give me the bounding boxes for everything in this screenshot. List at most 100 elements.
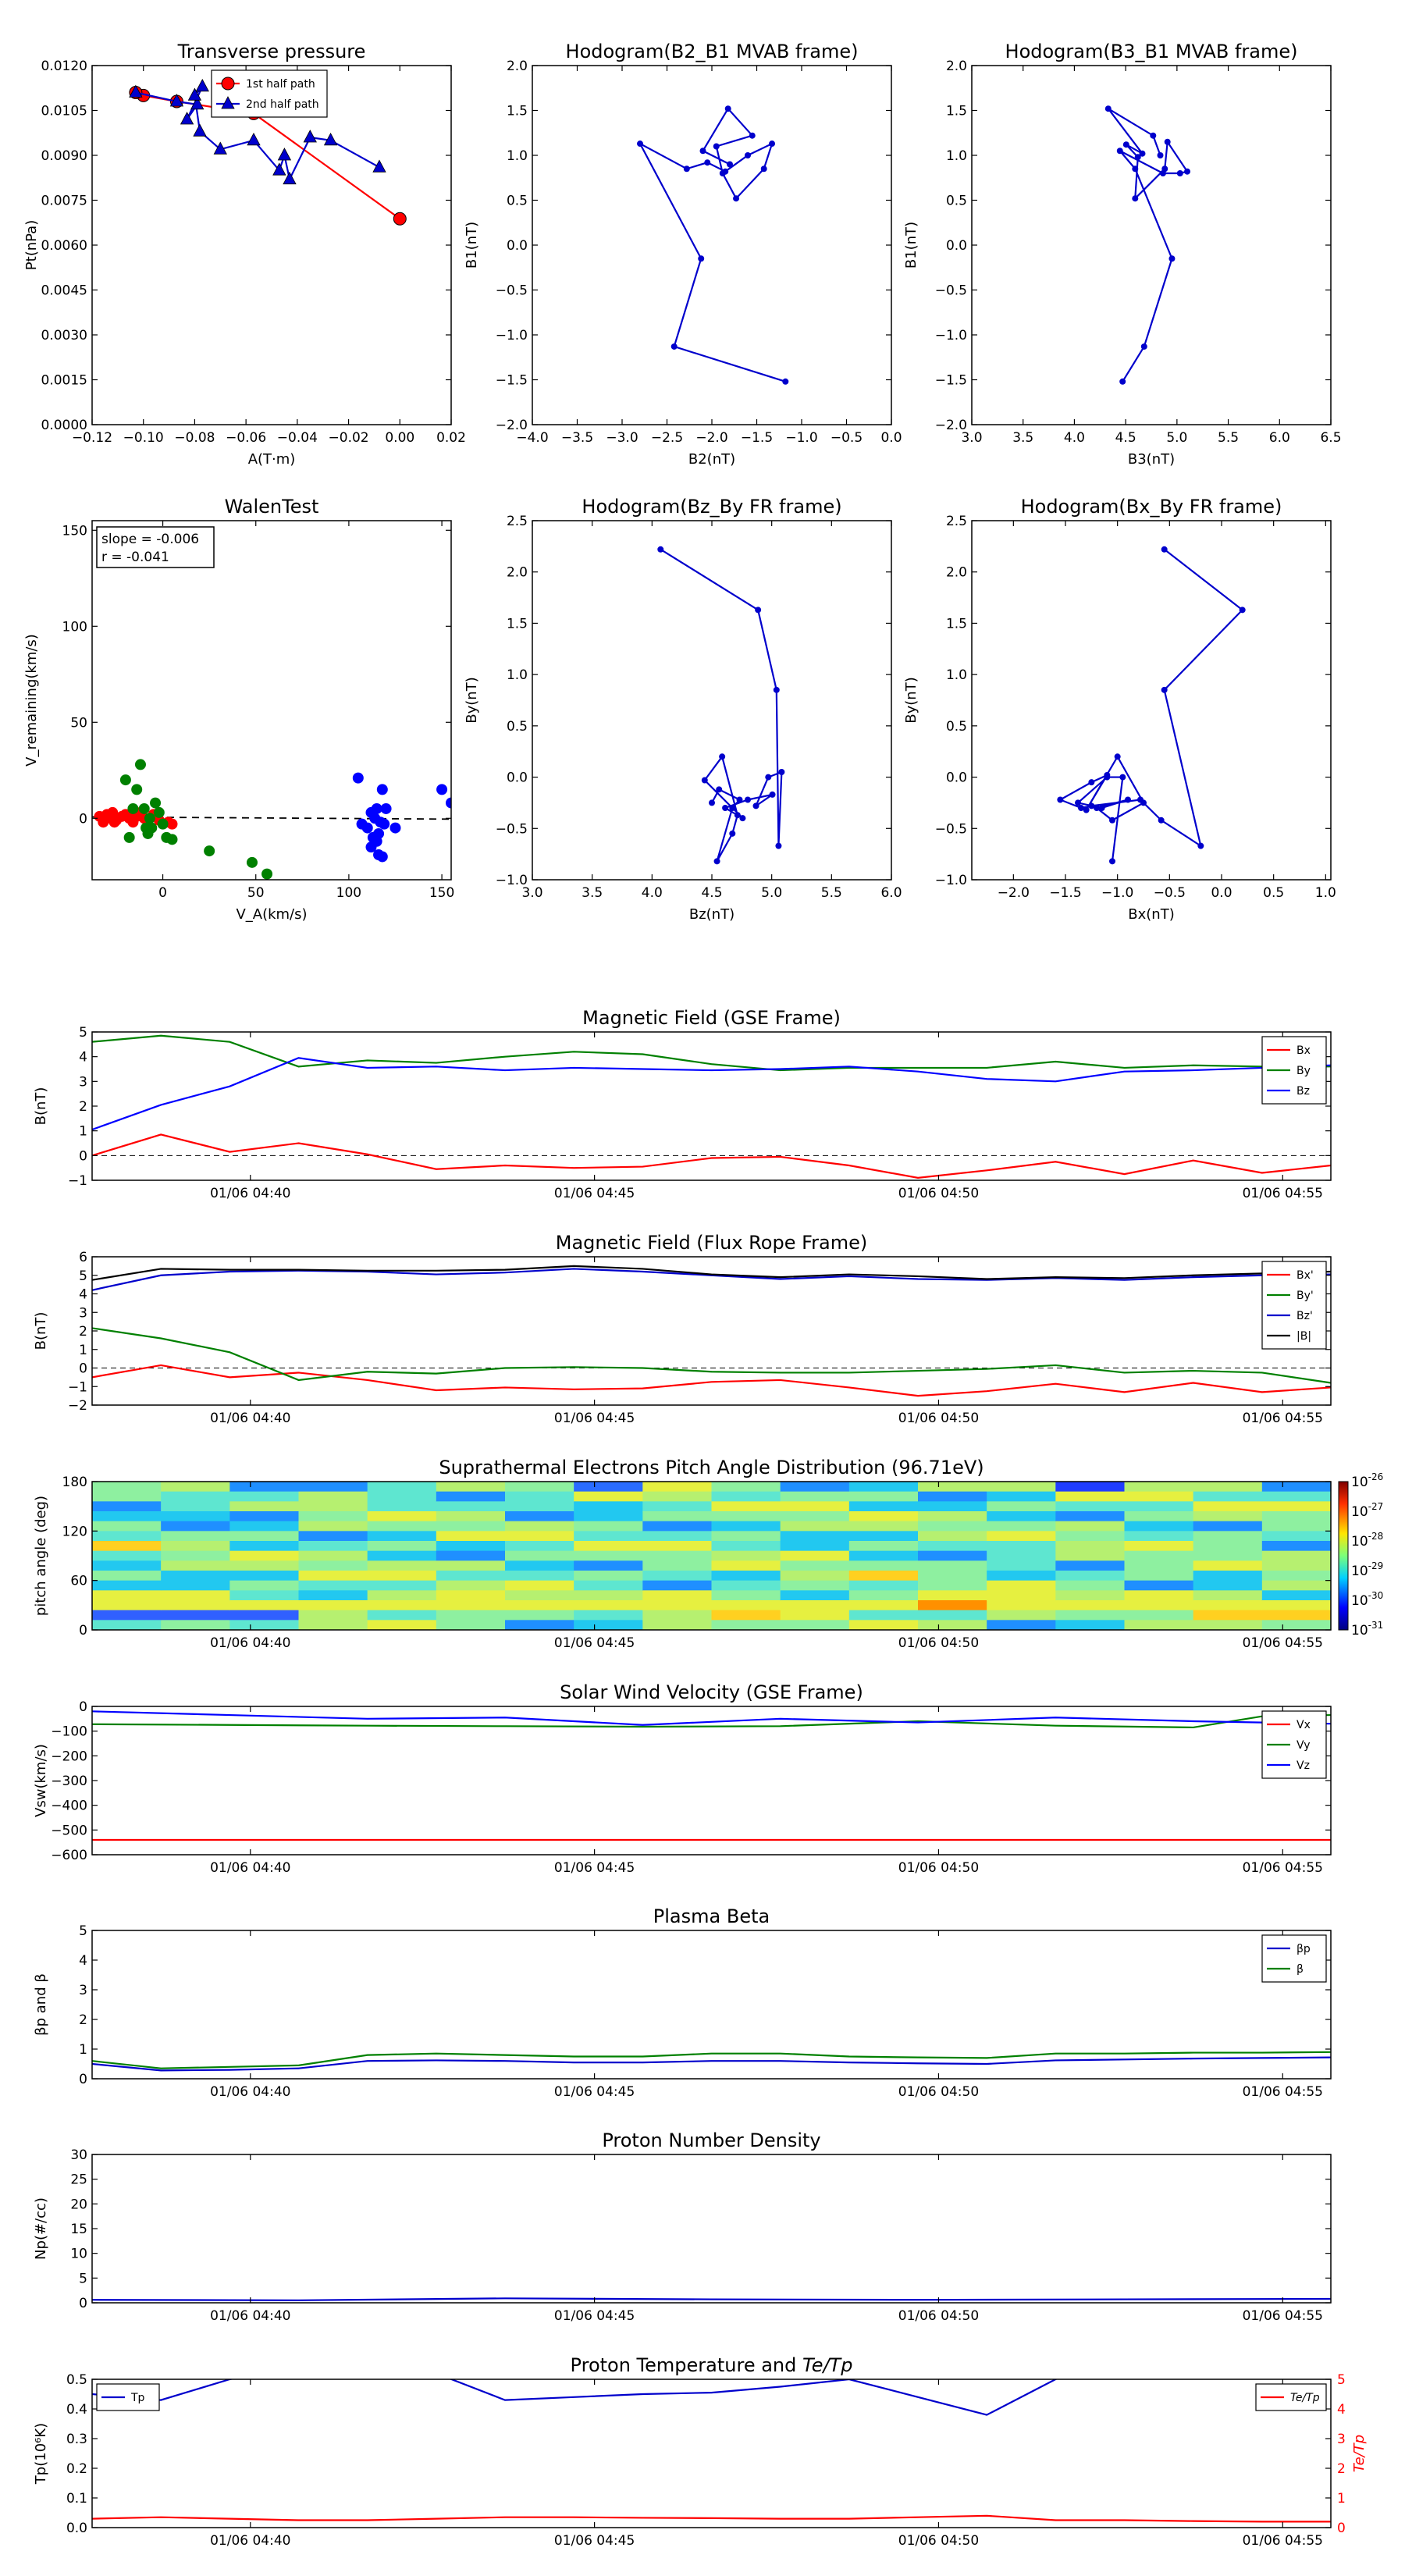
y-tick-label: 5 [79, 2271, 87, 2286]
heatmap-cell [1055, 1620, 1126, 1630]
colorbar-tick-exponent: -26 [1368, 1471, 1384, 1482]
data-point [1184, 168, 1190, 175]
heatmap-cell [1193, 1531, 1263, 1542]
heatmap-cell [367, 1610, 437, 1621]
x-tick-label: 50 [247, 885, 265, 901]
heatmap-cell [161, 1541, 230, 1552]
annotation-box [96, 526, 215, 568]
heatmap-cell [780, 1610, 850, 1621]
x-tick-label: −3.0 [606, 430, 638, 446]
x-tick-label: −1.5 [1049, 885, 1081, 901]
heatmap-cell [92, 1560, 162, 1571]
heatmap-cell [436, 1501, 506, 1512]
y-tick-label: 0 [79, 1699, 87, 1715]
x-tick-label: 3.5 [582, 885, 603, 901]
y-tick-label: −400 [51, 1799, 87, 1814]
heatmap-cell [1193, 1580, 1263, 1591]
heatmap-cell [574, 1610, 643, 1621]
data-point [140, 822, 152, 834]
data-point [1176, 170, 1183, 176]
y-tick-label: −300 [51, 1774, 87, 1789]
heatmap-cell [574, 1541, 643, 1552]
heatmap-cell [642, 1501, 713, 1512]
series-line-by- [92, 1327, 1331, 1384]
heatmap-cell [436, 1560, 506, 1571]
data-point [166, 818, 178, 830]
heatmap-cell [1055, 1491, 1126, 1502]
heatmap-cell [298, 1580, 368, 1591]
heatmap-cell [574, 1511, 643, 1522]
y-tick-label: 2 [79, 1099, 87, 1115]
heatmap-cell [367, 1560, 437, 1571]
heatmap-cell [711, 1600, 781, 1611]
x-tick-label: −1.5 [741, 430, 773, 446]
y-axis-label: By(nT) [903, 677, 919, 723]
heatmap-cell [161, 1590, 230, 1601]
data-point [1094, 805, 1100, 811]
heatmap-cell [1055, 1580, 1126, 1591]
heatmap-cell [229, 1580, 300, 1591]
x-tick-label: 150 [429, 885, 454, 901]
y-tick-label: 0.3 [66, 2432, 87, 2447]
heatmap-cell [574, 1620, 643, 1630]
heatmap-cell [505, 1571, 574, 1582]
p5-frame [532, 520, 892, 881]
t4-series [92, 1710, 1331, 1841]
x-tick-label: 01/06 04:50 [898, 1860, 979, 1876]
data-point [376, 851, 388, 863]
data-point [1157, 152, 1164, 158]
heatmap-cell [161, 1482, 230, 1493]
y-tick-label: 60 [70, 1574, 87, 1589]
heatmap-cell [92, 1511, 162, 1522]
heatmap-cell [229, 1531, 300, 1542]
x-tick-label: −0.04 [277, 430, 318, 446]
heatmap-cell [987, 1501, 1056, 1512]
heatmap-cell [848, 1620, 919, 1630]
heatmap-cell [1055, 1600, 1126, 1611]
x-tick-label: 6.0 [880, 885, 902, 901]
y-tick-label: −1 [68, 1173, 87, 1189]
heatmap-cell [298, 1571, 368, 1582]
heatmap-cell [1124, 1550, 1194, 1561]
y-tick-label: 0 [79, 2296, 87, 2311]
heatmap-cell [918, 1511, 987, 1522]
y-tick-label: 120 [62, 1524, 87, 1539]
heatmap-cell [642, 1590, 713, 1601]
heatmap-cell [436, 1590, 506, 1601]
heatmap-cell [1261, 1610, 1331, 1621]
data-point [739, 815, 746, 822]
heatmap-cell [92, 1482, 162, 1493]
y-axis-label: Pt(nPa) [23, 220, 40, 270]
x-axis-label: A(T·m) [248, 451, 296, 468]
heatmap-cell [987, 1610, 1056, 1621]
chart-title: Hodogram(B3_B1 MVAB frame) [1005, 41, 1298, 62]
y-tick-label: 1.5 [507, 616, 528, 632]
p2-panel: −4.0 −3.5 −3.0 −2.5 −2.0 −1.5 −1.0 −0.5 0.0−2.0−… [464, 41, 902, 468]
p5-panel: 3.0 3.5 4.0 4.5 5.0 5.5 6.0 −1.0 −0.5 0.0 0.5 1.0 1.… [464, 496, 902, 923]
data-point [716, 786, 723, 793]
heatmap-cell [1261, 1491, 1331, 1502]
x-tick-label: 01/06 04:45 [554, 1186, 635, 1201]
p6-panel: −2.0 −1.5 −1.0 −0.5 0.0 0.5 1.0 −1.0 −0.5 0.0 0.5 1… [903, 496, 1336, 923]
data-point [446, 797, 451, 809]
x-tick-label: 3.0 [961, 430, 982, 446]
heatmap-cell [1124, 1541, 1194, 1552]
heatmap-cell [1124, 1521, 1194, 1532]
heatmap-cell [1124, 1580, 1194, 1591]
heatmap-cell [92, 1531, 162, 1542]
colorbar-tick-label: 10-31 [1351, 1620, 1383, 1638]
data-point [389, 822, 401, 834]
heatmap-cell [92, 1541, 162, 1552]
x-tick-label: 0.00 [385, 430, 414, 446]
y-tick-label: 1.5 [946, 616, 967, 632]
data-point [108, 817, 120, 828]
heatmap-cell [161, 1560, 230, 1571]
data-point [371, 802, 382, 814]
x-tick-label: 0 [158, 885, 167, 901]
y-right-tick-label: 4 [1337, 2402, 1346, 2418]
data-point [699, 148, 706, 155]
heatmap-cell [505, 1521, 574, 1532]
x-tick-label: 0.5 [1263, 885, 1284, 901]
heatmap-cell [298, 1590, 368, 1601]
heatmap-cell [161, 1620, 230, 1630]
